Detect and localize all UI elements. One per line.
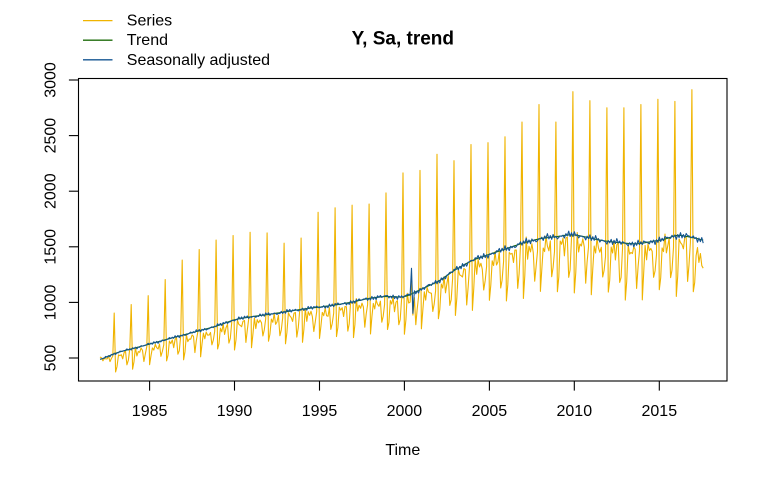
svg-text:3000: 3000 xyxy=(43,62,60,98)
svg-text:1985: 1985 xyxy=(132,403,168,420)
svg-text:2010: 2010 xyxy=(557,403,593,420)
svg-text:2000: 2000 xyxy=(387,403,423,420)
svg-text:1500: 1500 xyxy=(43,229,60,265)
svg-text:1995: 1995 xyxy=(302,403,338,420)
svg-text:Series: Series xyxy=(127,13,172,30)
svg-text:Trend: Trend xyxy=(127,32,168,49)
svg-text:2005: 2005 xyxy=(472,403,508,420)
svg-text:1990: 1990 xyxy=(217,403,253,420)
svg-text:Time: Time xyxy=(385,442,420,459)
svg-text:1000: 1000 xyxy=(43,285,60,321)
svg-text:500: 500 xyxy=(43,345,60,372)
svg-text:2015: 2015 xyxy=(642,403,678,420)
svg-text:Y, Sa, trend: Y, Sa, trend xyxy=(352,29,454,50)
svg-text:2500: 2500 xyxy=(43,118,60,154)
svg-text:2000: 2000 xyxy=(43,173,60,209)
svg-text:Seasonally adjusted: Seasonally adjusted xyxy=(127,52,270,69)
